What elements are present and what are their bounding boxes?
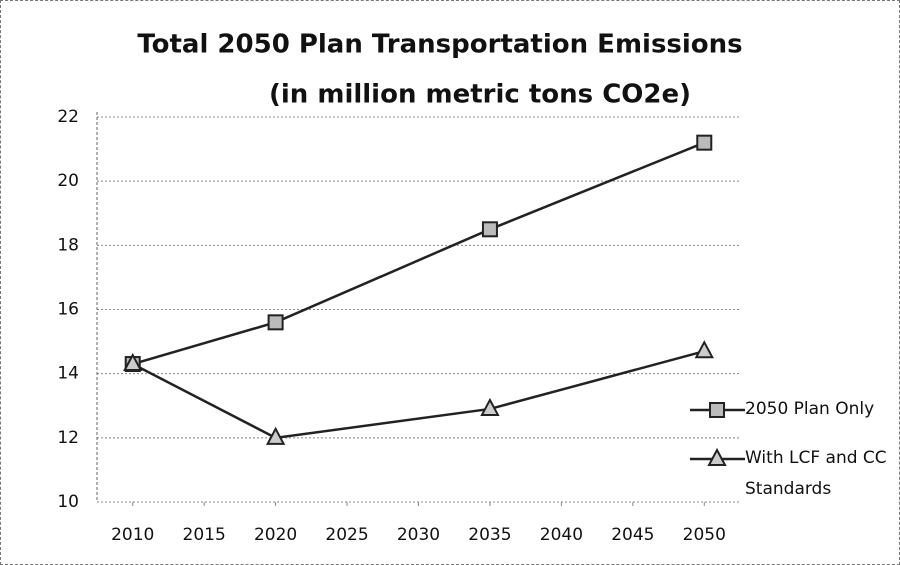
point: [481, 221, 498, 238]
x-tick-label: 2040: [540, 525, 583, 545]
x-tick-label: 2020: [254, 525, 297, 545]
legend-swatch: [690, 402, 745, 418]
y-tick-label: 12: [57, 428, 79, 448]
point: [123, 352, 143, 372]
series-line: [132, 350, 705, 440]
x-tick-label: 2025: [325, 525, 368, 545]
x-tick-label: 2045: [611, 525, 654, 545]
point: [267, 314, 284, 331]
y-tick-label: 14: [57, 364, 79, 384]
legend-entry: With LCF and CC Standards: [690, 443, 895, 505]
point: [265, 426, 286, 445]
x-tick-label: 2050: [683, 525, 726, 545]
chart-subtitle: (in million metric tons CO2e): [269, 80, 691, 110]
y-tick-label: 20: [57, 171, 79, 191]
legend-marker: [707, 447, 727, 466]
legend-label: 2050 Plan Only: [745, 399, 875, 419]
x-tick-label: 2035: [468, 525, 511, 545]
legend: 2050 Plan Only With LCF and CC Standards: [690, 394, 895, 523]
legend-marker: [709, 402, 725, 418]
x-tick-label: 2010: [111, 525, 154, 545]
y-tick-label: 22: [57, 107, 79, 127]
series-line: [132, 141, 705, 366]
legend-entry: 2050 Plan Only: [690, 394, 895, 425]
legend-swatch: [690, 447, 745, 466]
y-tick-label: 10: [57, 492, 79, 512]
point: [694, 340, 714, 359]
y-tick-label: 16: [57, 300, 79, 320]
x-tick-label: 2015: [183, 525, 226, 545]
x-tick-label: 2030: [397, 525, 440, 545]
chart-title: Total 2050 Plan Transportation Emissions: [137, 30, 742, 60]
legend-label: With LCF and CC Standards: [745, 448, 887, 499]
point: [696, 134, 713, 151]
y-tick-label: 18: [57, 235, 79, 255]
point: [480, 397, 500, 416]
